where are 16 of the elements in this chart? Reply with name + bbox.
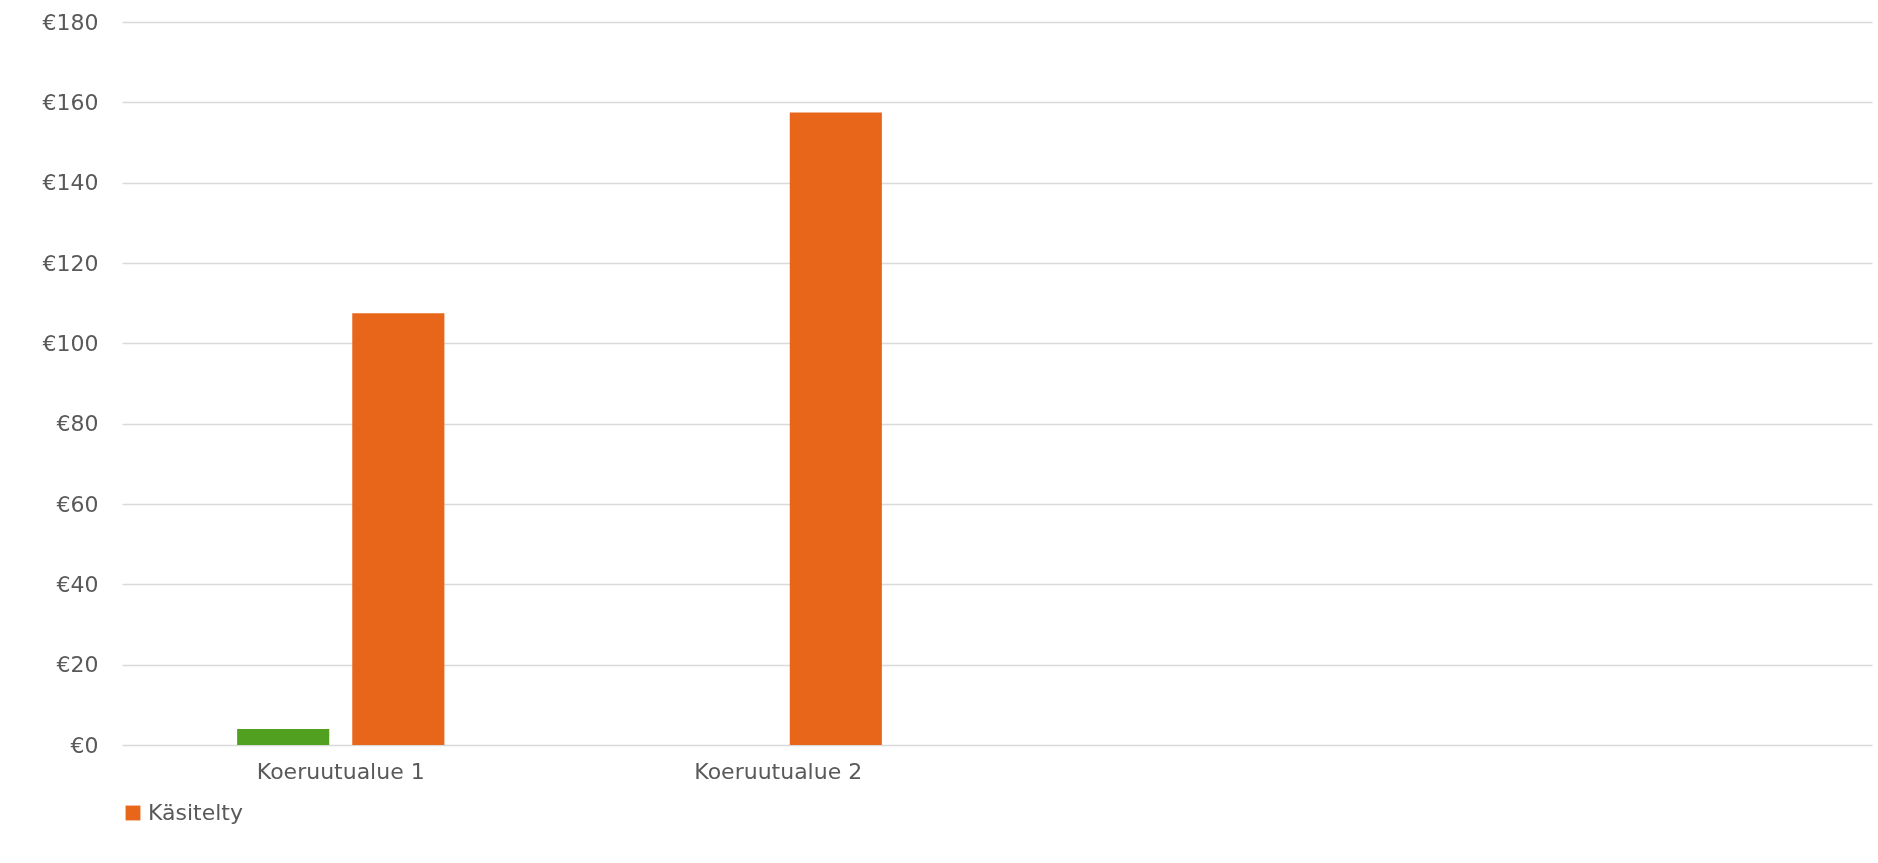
- y-tick-label: €140: [42, 170, 99, 196]
- y-tick-label: €180: [42, 9, 99, 35]
- y-tick-label: €20: [56, 652, 99, 678]
- y-tick-label: €120: [42, 250, 99, 276]
- legend-label: Käsitelty: [148, 800, 244, 825]
- y-tick-label: €160: [42, 89, 99, 115]
- x-tick-label: Koeruutualue 2: [694, 758, 863, 784]
- y-tick-label: €40: [56, 571, 99, 597]
- y-tick-label: €100: [42, 330, 99, 356]
- y-tick-label: €0: [70, 732, 99, 758]
- y-tick-label: €80: [56, 411, 99, 437]
- bar: [237, 728, 330, 745]
- x-tick-label: Koeruutualue 1: [256, 758, 425, 784]
- bar: [789, 112, 882, 745]
- y-tick-label: €60: [56, 491, 99, 517]
- bar: [352, 313, 445, 745]
